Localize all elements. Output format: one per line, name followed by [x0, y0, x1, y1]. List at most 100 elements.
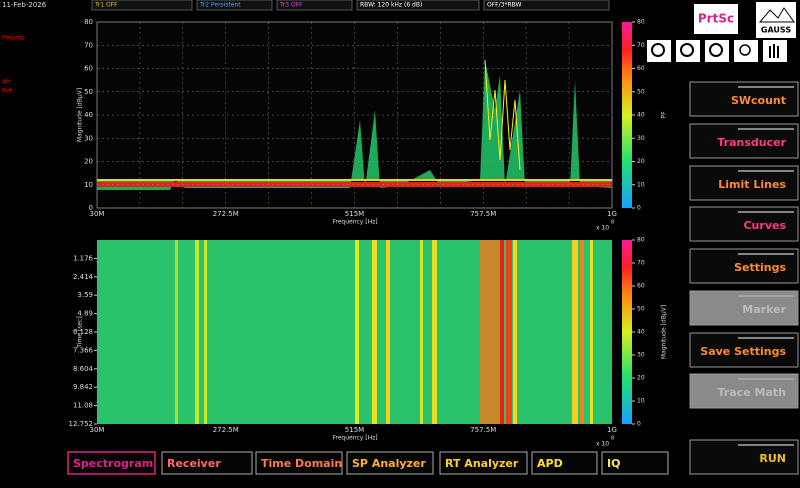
- dropdown[interactable]: [276, 0, 353, 11]
- status-label: Att: [2, 79, 11, 86]
- tab-label[interactable]: Spectrogram: [73, 457, 153, 470]
- y-tick-label: 4.89: [77, 310, 93, 318]
- side-button[interactable]: [689, 206, 799, 242]
- dropdown-label[interactable]: Tr1 OFF: [94, 2, 118, 9]
- zoom-x[interactable]: [734, 40, 758, 62]
- y-tick-label: 80: [84, 18, 93, 26]
- tab-label[interactable]: IQ: [607, 457, 620, 470]
- colorbar-tick-label: 40: [637, 112, 645, 119]
- y-tick-label: 9.842: [73, 383, 93, 391]
- logo: [756, 2, 796, 38]
- y-tick-label: 8.604: [73, 365, 94, 373]
- colorbar-tick-label: 60: [637, 283, 645, 290]
- colorbar-label: Magnitude [dBµV]: [661, 305, 668, 359]
- print-label[interactable]: PrtSc: [698, 12, 734, 26]
- tab-label[interactable]: RT Analyzer: [445, 457, 519, 470]
- tab[interactable]: [255, 451, 343, 475]
- colorbar-tick-label: 10: [637, 398, 645, 405]
- tab-label[interactable]: Time Domain: [261, 457, 342, 470]
- y-axis-label: Time [sec]: [77, 316, 84, 348]
- tab-label[interactable]: Receiver: [167, 457, 221, 470]
- x-tick-label: 515M: [345, 426, 364, 434]
- dropdown[interactable]: [91, 0, 193, 11]
- side-button: [689, 373, 799, 409]
- x-exponent: 8: [611, 220, 614, 226]
- colorbar: [622, 22, 632, 208]
- side-button-label[interactable]: Limit Lines: [718, 178, 786, 191]
- colorbar-tick-label: 30: [637, 352, 645, 359]
- tab[interactable]: [601, 451, 669, 475]
- zoom-tools: [647, 40, 787, 62]
- side-button: [689, 290, 799, 326]
- side-button-label[interactable]: Curves: [743, 219, 786, 232]
- side-button-label: Marker: [742, 303, 786, 316]
- print-button[interactable]: [694, 4, 738, 34]
- side-button-label[interactable]: Transducer: [717, 136, 786, 149]
- y-tick-label: 6.128: [73, 328, 93, 336]
- colorbar-tick-label: 20: [637, 158, 645, 165]
- y-tick-label: 1.176: [73, 254, 94, 262]
- side-button[interactable]: [689, 165, 799, 201]
- tab[interactable]: [531, 451, 598, 475]
- colorbar-tick-label: 0: [637, 205, 641, 212]
- spectrogram-plot: [97, 240, 612, 424]
- dropdown[interactable]: [356, 0, 480, 11]
- y-tick-label: 70: [84, 41, 93, 49]
- y-tick-label: 3.59: [77, 291, 93, 299]
- spectrogram-stripes: [175, 240, 593, 424]
- status-label: Preamp: [2, 35, 25, 42]
- y-tick-label: 0: [89, 204, 93, 212]
- colorbar-tick-label: 70: [637, 42, 645, 49]
- tab[interactable]: [439, 451, 528, 475]
- colorbar-tick-label: 50: [637, 88, 645, 95]
- colorbar-tick-label: 80: [637, 19, 645, 26]
- y-tick-label: 12.752: [69, 420, 94, 428]
- run-label[interactable]: RUN: [759, 452, 786, 465]
- colorbar-tick-label: 60: [637, 65, 645, 72]
- date: 11-Feb-2026: [2, 1, 47, 9]
- x-tick-label: 757.5M: [470, 210, 496, 218]
- y-tick-label: 40: [84, 111, 93, 119]
- x-tick-label: 1G: [607, 426, 617, 434]
- dropdown-label[interactable]: OFF/3*RBW: [487, 2, 522, 9]
- y-tick-label: 2.414: [73, 273, 94, 281]
- colorbar-tick-label: 80: [637, 237, 645, 244]
- y-tick-label: 60: [84, 65, 93, 73]
- y-tick-label: 20: [84, 158, 93, 166]
- dropdown[interactable]: [196, 0, 273, 11]
- y-tick-label: 30: [84, 134, 93, 142]
- tab[interactable]: [161, 451, 253, 475]
- dropdown-label[interactable]: Tr3 OFF: [279, 2, 303, 9]
- side-button-label[interactable]: SWcount: [731, 94, 786, 107]
- side-button[interactable]: [689, 332, 799, 368]
- colorbar-label: PF: [661, 111, 668, 119]
- tab[interactable]: [346, 451, 434, 475]
- colorbar-tick-label: 50: [637, 306, 645, 313]
- x-multiplier: x 10: [596, 225, 609, 232]
- dropdown-label[interactable]: Tr2 Persistent: [199, 2, 241, 9]
- run-button[interactable]: [689, 439, 799, 475]
- x-tick-label: 272.5M: [213, 426, 239, 434]
- colorbar-tick-label: 20: [637, 375, 645, 382]
- x-tick-label: 515M: [345, 210, 364, 218]
- side-button-label[interactable]: Save Settings: [700, 345, 786, 358]
- x-multiplier: x 10: [596, 441, 609, 448]
- side-button[interactable]: [689, 123, 799, 159]
- tab-label[interactable]: SP Analyzer: [352, 457, 426, 470]
- dropdown-label[interactable]: RBW: 120 kHz (6 dB): [360, 2, 422, 9]
- x-tick-label: 1G: [607, 210, 617, 218]
- y-axis-label: Magnitude [dBµV]: [77, 88, 84, 142]
- side-button-label[interactable]: Settings: [734, 261, 786, 274]
- dropdown[interactable]: [483, 0, 610, 11]
- y-tick-label: 50: [84, 88, 93, 96]
- status-label: Ref: [2, 88, 13, 95]
- colorbar: [622, 240, 632, 424]
- x-tick-label: 757.5M: [470, 426, 496, 434]
- colorbar-tick-label: 0: [637, 421, 641, 428]
- tab-label[interactable]: APD: [537, 457, 563, 470]
- x-axis-label: Frequency [Hz]: [332, 435, 377, 442]
- side-button[interactable]: [689, 248, 799, 284]
- side-button[interactable]: [689, 81, 799, 117]
- tab[interactable]: [67, 451, 156, 475]
